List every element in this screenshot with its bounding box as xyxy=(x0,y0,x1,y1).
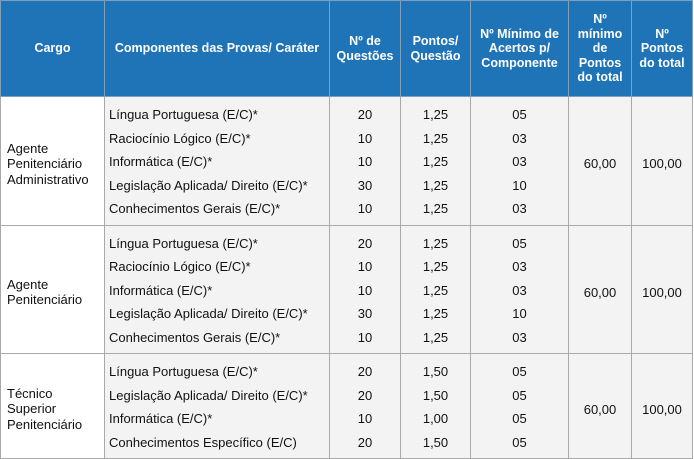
componente-cell: Legislação Aplicada/ Direito (E/C)* xyxy=(104,302,330,326)
pontos-questao-cell: 1,25 xyxy=(400,96,471,127)
minimo-acertos-cell: 03 xyxy=(470,325,569,354)
componente-cell: Língua Portuguesa (E/C)* xyxy=(104,353,330,384)
questoes-cell: 10 xyxy=(329,278,401,302)
questoes-cell: 10 xyxy=(329,150,401,174)
pontos-questao-cell: 1,50 xyxy=(400,430,471,459)
table-row: Informática (E/C)* 10 1,25 03 xyxy=(1,278,693,302)
questoes-cell: 20 xyxy=(329,96,401,127)
questoes-cell: 10 xyxy=(329,407,401,431)
minimo-acertos-cell: 05 xyxy=(470,96,569,127)
minimo-acertos-cell: 05 xyxy=(470,383,569,407)
header-minimo-acertos: Nº Mínimo de Acertos p/ Componente xyxy=(470,0,569,97)
questoes-cell: 10 xyxy=(329,126,401,150)
table-row: Legislação Aplicada/ Direito (E/C)* 20 1,5… xyxy=(1,383,693,407)
header-row: Cargo Componentes das Provas/ Caráter Nº… xyxy=(0,0,693,97)
componente-cell: Legislação Aplicada/ Direito (E/C)* xyxy=(104,383,330,407)
table-row: Informática (E/C)* 10 1,25 03 xyxy=(1,150,693,174)
table-header: Cargo Componentes das Provas/ Caráter Nº… xyxy=(0,0,693,97)
table-body: Agente Penitenciário Administrativo Língu… xyxy=(0,96,693,459)
pontos-questao-cell: 1,25 xyxy=(400,173,471,197)
questoes-cell: 30 xyxy=(329,173,401,197)
minimo-acertos-cell: 05 xyxy=(470,430,569,459)
table-row: Agente Penitenciário Administrativo Língu… xyxy=(0,96,693,226)
table-row: Legislação Aplicada/ Direito (E/C)* 30 1,2… xyxy=(1,302,693,326)
pontos-questao-cell: 1,25 xyxy=(400,325,471,354)
pontos-total-cell: 100,00 xyxy=(631,224,693,354)
pontos-questao-cell: 1,50 xyxy=(400,353,471,384)
table-row: Técnico Superior Penitenciário Língua Por… xyxy=(0,353,693,459)
minimo-acertos-cell: 10 xyxy=(470,302,569,326)
minimo-acertos-cell: 03 xyxy=(470,278,569,302)
componente-cell: Língua Portuguesa (E/C)* xyxy=(104,224,330,255)
minimo-pontos-cell: 60,00 xyxy=(568,353,632,459)
pontos-questao-cell: 1,50 xyxy=(400,383,471,407)
cargo-cell: Agente Penitenciário xyxy=(0,224,105,354)
pontos-questao-cell: 1,25 xyxy=(400,197,471,226)
componente-cell: Informática (E/C)* xyxy=(104,278,330,302)
componente-cell: Raciocínio Lógico (E/C)* xyxy=(104,255,330,279)
questoes-cell: 10 xyxy=(329,255,401,279)
minimo-acertos-cell: 03 xyxy=(470,150,569,174)
table-row: Informática (E/C)* 10 1,00 05 xyxy=(1,407,693,431)
pontos-questao-cell: 1,25 xyxy=(400,255,471,279)
pontos-questao-cell: 1,00 xyxy=(400,407,471,431)
questoes-cell: 30 xyxy=(329,302,401,326)
header-componentes: Componentes das Provas/ Caráter xyxy=(104,0,330,97)
questoes-cell: 20 xyxy=(329,353,401,384)
pontos-total-cell: 100,00 xyxy=(631,353,693,459)
pontos-total-cell: 100,00 xyxy=(631,96,693,226)
componente-cell: Raciocínio Lógico (E/C)* xyxy=(104,126,330,150)
pontos-questao-cell: 1,25 xyxy=(400,126,471,150)
pontos-questao-cell: 1,25 xyxy=(400,224,471,255)
minimo-acertos-cell: 05 xyxy=(470,407,569,431)
componente-cell: Legislação Aplicada/ Direito (E/C)* xyxy=(104,173,330,197)
header-cargo: Cargo xyxy=(0,0,105,97)
questoes-cell: 10 xyxy=(329,325,401,354)
questoes-cell: 20 xyxy=(329,383,401,407)
header-pontos-questao: Pontos/ Questão xyxy=(400,0,471,97)
pontos-questao-cell: 1,25 xyxy=(400,278,471,302)
questoes-cell: 20 xyxy=(329,224,401,255)
table-row: Raciocínio Lógico (E/C)* 10 1,25 03 xyxy=(1,126,693,150)
questoes-cell: 10 xyxy=(329,197,401,226)
cargo-cell: Agente Penitenciário Administrativo xyxy=(0,96,105,226)
table-row: Raciocínio Lógico (E/C)* 10 1,25 03 xyxy=(1,255,693,279)
minimo-acertos-cell: 03 xyxy=(470,197,569,226)
header-questoes: Nº de Questões xyxy=(329,0,401,97)
componente-cell: Língua Portuguesa (E/C)* xyxy=(104,96,330,127)
questoes-cell: 20 xyxy=(329,430,401,459)
componente-cell: Conhecimentos Gerais (E/C)* xyxy=(104,197,330,226)
minimo-pontos-cell: 60,00 xyxy=(568,96,632,226)
minimo-acertos-cell: 03 xyxy=(470,126,569,150)
componente-cell: Informática (E/C)* xyxy=(104,407,330,431)
componente-cell: Conhecimentos Específico (E/C) xyxy=(104,430,330,459)
minimo-acertos-cell: 03 xyxy=(470,255,569,279)
minimo-acertos-cell: 05 xyxy=(470,353,569,384)
minimo-acertos-cell: 05 xyxy=(470,224,569,255)
componente-cell: Informática (E/C)* xyxy=(104,150,330,174)
table-row: Conhecimentos Gerais (E/C)* 10 1,25 03 xyxy=(1,197,693,226)
table-row: Legislação Aplicada/ Direito (E/C)* 30 1,2… xyxy=(1,173,693,197)
componente-cell: Conhecimentos Gerais (E/C)* xyxy=(104,325,330,354)
table-row: Agente Penitenciário Língua Portuguesa (E… xyxy=(0,224,693,354)
cargo-cell: Técnico Superior Penitenciário xyxy=(0,353,105,459)
pontos-questao-cell: 1,25 xyxy=(400,150,471,174)
minimo-acertos-cell: 10 xyxy=(470,173,569,197)
header-minimo-pontos: Nº mínimo de Pontos do total xyxy=(568,0,632,97)
pontos-questao-cell: 1,25 xyxy=(400,302,471,326)
minimo-pontos-cell: 60,00 xyxy=(568,224,632,354)
header-pontos-total: Nº Pontos do total xyxy=(631,0,693,97)
